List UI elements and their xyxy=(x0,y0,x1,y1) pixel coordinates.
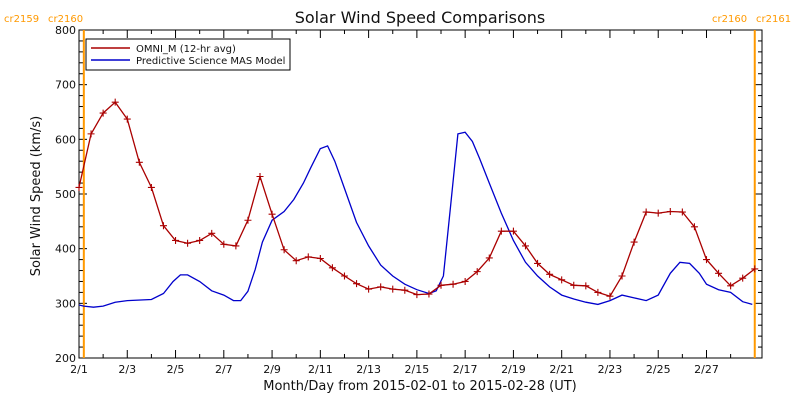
x-tick-label: 2/25 xyxy=(646,363,671,376)
chart-title: Solar Wind Speed Comparisons xyxy=(295,8,546,27)
data-point-omni-m-12-hr-avg xyxy=(437,281,445,289)
data-point-omni-m-12-hr-avg xyxy=(521,242,529,250)
data-point-omni-m-12-hr-avg xyxy=(292,257,300,265)
data-point-omni-m-12-hr-avg xyxy=(425,290,433,298)
data-point-omni-m-12-hr-avg xyxy=(642,208,650,216)
data-point-omni-m-12-hr-avg xyxy=(546,270,554,278)
x-tick-label: 2/7 xyxy=(215,363,233,376)
data-point-omni-m-12-hr-avg xyxy=(654,209,662,217)
data-point-omni-m-12-hr-avg xyxy=(328,264,336,272)
x-tick-label: 2/27 xyxy=(694,363,719,376)
x-axis-label: Month/Day from 2015-02-01 to 2015-02-28 … xyxy=(263,379,576,394)
data-point-omni-m-12-hr-avg xyxy=(727,282,735,290)
data-point-omni-m-12-hr-avg xyxy=(401,286,409,294)
legend: OMNI_M (12-hr avg)Predictive Science MAS… xyxy=(85,38,291,71)
y-tick-label: 600 xyxy=(55,133,76,146)
data-point-omni-m-12-hr-avg xyxy=(473,268,481,276)
x-tick-label: 2/1 xyxy=(70,363,88,376)
data-point-omni-m-12-hr-avg xyxy=(582,282,590,290)
data-point-omni-m-12-hr-avg xyxy=(618,272,626,280)
y-tick-label: 800 xyxy=(55,24,76,37)
data-point-omni-m-12-hr-avg xyxy=(268,210,276,218)
x-tick-label: 2/11 xyxy=(308,363,333,376)
x-tick-label: 2/13 xyxy=(356,363,381,376)
x-tick-label: 2/9 xyxy=(263,363,281,376)
data-point-omni-m-12-hr-avg xyxy=(509,227,517,235)
legend-label-predictive-science-mas-model: Predictive Science MAS Model xyxy=(136,56,285,67)
data-point-omni-m-12-hr-avg xyxy=(316,255,324,263)
data-point-omni-m-12-hr-avg xyxy=(377,283,385,291)
data-point-omni-m-12-hr-avg xyxy=(147,183,155,191)
rotation-label-left: cr2159 xyxy=(4,14,39,25)
x-tick-label: 2/3 xyxy=(118,363,136,376)
data-point-omni-m-12-hr-avg xyxy=(184,239,192,247)
data-point-omni-m-12-hr-avg xyxy=(678,208,686,216)
data-point-omni-m-12-hr-avg xyxy=(75,183,83,191)
data-point-omni-m-12-hr-avg xyxy=(304,253,312,261)
data-point-omni-m-12-hr-avg xyxy=(244,216,252,224)
data-point-omni-m-12-hr-avg xyxy=(232,242,240,250)
y-axis-label: Solar Wind Speed (km/s) xyxy=(29,116,44,276)
legend-box xyxy=(85,38,291,71)
x-tick-label: 2/21 xyxy=(549,363,574,376)
data-point-omni-m-12-hr-avg xyxy=(449,280,457,288)
data-point-omni-m-12-hr-avg xyxy=(702,256,710,264)
data-point-omni-m-12-hr-avg xyxy=(570,281,578,289)
x-tick-label: 2/17 xyxy=(453,363,478,376)
data-point-omni-m-12-hr-avg xyxy=(220,240,228,248)
data-point-omni-m-12-hr-avg xyxy=(135,158,143,166)
x-tick-label: 2/23 xyxy=(598,363,623,376)
x-tick-label: 2/15 xyxy=(405,363,430,376)
legend-label-omni-m-12-hr-avg: OMNI_M (12-hr avg) xyxy=(136,44,236,55)
data-point-omni-m-12-hr-avg xyxy=(208,229,216,237)
rotation-label-left: cr2160 xyxy=(712,14,747,25)
data-point-omni-m-12-hr-avg xyxy=(123,115,131,123)
x-tick-label: 2/19 xyxy=(501,363,526,376)
data-point-omni-m-12-hr-avg xyxy=(413,291,421,299)
data-point-omni-m-12-hr-avg xyxy=(172,236,180,244)
series-line-predictive-science-mas-model xyxy=(79,131,753,308)
plot-area: 200 300 400 500 600 700 800 2/1 2/3 2/5 2/7 2/9 2/11… xyxy=(55,24,763,376)
rotation-label-right: cr2161 xyxy=(756,14,791,25)
data-point-omni-m-12-hr-avg xyxy=(534,259,542,267)
data-point-omni-m-12-hr-avg xyxy=(606,292,614,300)
plot-frame xyxy=(78,29,763,359)
data-point-omni-m-12-hr-avg xyxy=(715,269,723,277)
data-point-omni-m-12-hr-avg xyxy=(751,265,759,273)
y-tick-label: 700 xyxy=(55,79,76,92)
data-point-omni-m-12-hr-avg xyxy=(365,285,373,293)
data-point-omni-m-12-hr-avg xyxy=(340,272,348,280)
data-point-omni-m-12-hr-avg xyxy=(690,223,698,231)
data-point-omni-m-12-hr-avg xyxy=(196,236,204,244)
data-point-omni-m-12-hr-avg xyxy=(87,130,95,138)
data-point-omni-m-12-hr-avg xyxy=(461,277,469,285)
data-point-omni-m-12-hr-avg xyxy=(159,222,167,230)
y-tick-label: 400 xyxy=(55,243,76,256)
x-tick-label: 2/5 xyxy=(167,363,185,376)
y-tick-label: 500 xyxy=(55,188,76,201)
rotation-label-right: cr2160 xyxy=(48,14,83,25)
y-tick-label: 200 xyxy=(55,352,76,365)
rotation-labels: cr2159 cr2160 cr2160 cr2161 xyxy=(4,14,791,25)
data-point-omni-m-12-hr-avg xyxy=(353,280,361,288)
data-point-omni-m-12-hr-avg xyxy=(739,274,747,282)
data-point-omni-m-12-hr-avg xyxy=(558,276,566,284)
data-point-omni-m-12-hr-avg xyxy=(280,246,288,254)
data-point-omni-m-12-hr-avg xyxy=(485,254,493,262)
series-line-omni-m-12-hr-avg xyxy=(79,101,756,297)
data-point-omni-m-12-hr-avg xyxy=(497,227,505,235)
data-point-omni-m-12-hr-avg xyxy=(256,173,264,181)
data-point-omni-m-12-hr-avg xyxy=(99,109,107,117)
data-point-omni-m-12-hr-avg xyxy=(389,285,397,293)
data-point-omni-m-12-hr-avg xyxy=(594,288,602,296)
data-point-omni-m-12-hr-avg xyxy=(630,238,638,246)
data-point-omni-m-12-hr-avg xyxy=(111,98,119,106)
data-point-omni-m-12-hr-avg xyxy=(666,207,674,215)
y-tick-label: 300 xyxy=(55,297,76,310)
